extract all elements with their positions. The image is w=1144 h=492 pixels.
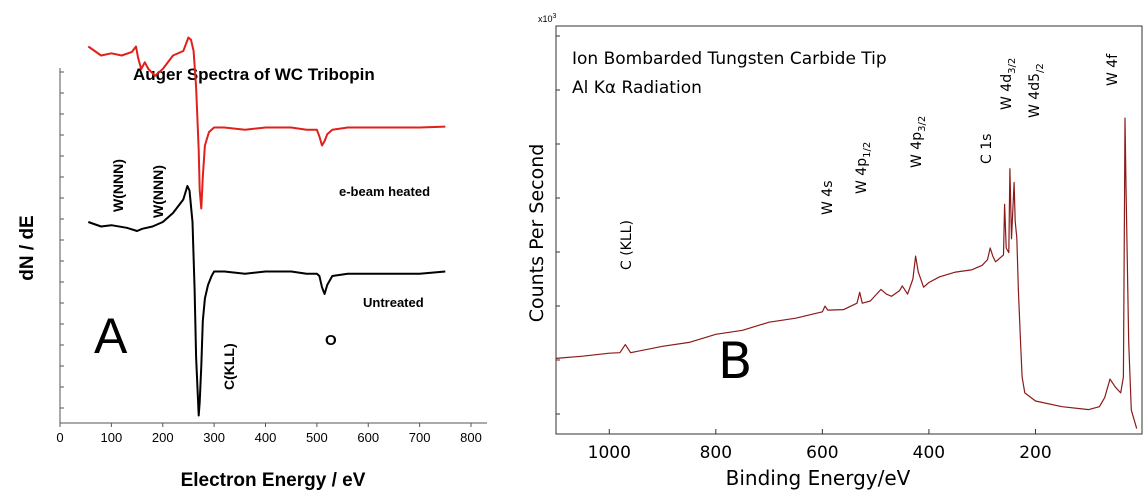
chart-b-series xyxy=(555,117,1138,429)
chart-a-ylabel: dN / dE xyxy=(17,215,38,280)
chart-b-annotation-w4s: W 4s xyxy=(820,181,836,216)
chart-b-annotation-w4d52: W 4d5/2 xyxy=(1027,63,1046,118)
chart-b-ylabel: Counts Per Second xyxy=(526,144,548,323)
chart-a-x-tick-label: 800 xyxy=(460,430,482,445)
chart-b-x-ticks: 1000 800 600 400 200 xyxy=(588,429,1052,463)
chart-a-title: Auger Spectra of WC Tribopin xyxy=(133,65,375,84)
chart-a-x-tick-label: 500 xyxy=(306,430,328,445)
chart-a-x-tick-label: 200 xyxy=(152,430,174,445)
chart-b-annotation-w4p32: W 4p3/2 xyxy=(909,116,928,168)
chart-panel-a: Auger Spectra of WC Tribopin dN / dE Ele… xyxy=(17,36,487,491)
chart-a-x-ticks: 0 100 200 300 400 500 600 700 800 xyxy=(56,423,482,445)
chart-a-xlabel: Electron Energy / eV xyxy=(181,470,366,491)
chart-a-y-ticks xyxy=(60,71,64,409)
chart-a-series-line-untreated xyxy=(87,185,446,417)
chart-a-x-tick-label: 600 xyxy=(357,430,379,445)
chart-b-annotation-ckll: C (KLL) xyxy=(619,220,635,270)
chart-b-x-tick-label: 600 xyxy=(806,443,838,463)
chart-a-annotation-wnnn-1: W(NNN) xyxy=(110,159,126,212)
chart-b-frame xyxy=(555,25,1143,435)
chart-b-annotation-w4d32: W 4d3/2 xyxy=(999,58,1018,110)
chart-b-xlabel: Binding Energy/eV xyxy=(726,466,911,490)
chart-a-x-tick-label: 400 xyxy=(255,430,277,445)
chart-b-x-tick-label: 200 xyxy=(1019,443,1051,463)
chart-a-series-label-untreated: Untreated xyxy=(363,295,424,310)
chart-a-x-tick-label: 700 xyxy=(409,430,431,445)
chart-b-x-tick-label: 1000 xyxy=(588,443,631,463)
chart-b-y-multiplier: x103 xyxy=(538,13,557,24)
chart-b-annotation-w4f: W 4f xyxy=(1105,53,1121,86)
chart-b-title: Ion Bombarded Tungsten Carbide Tip xyxy=(572,49,887,69)
chart-a-series xyxy=(87,36,446,417)
chart-a-panel-letter: A xyxy=(94,308,128,364)
chart-a-annotation-wnnn-2: W(NNN) xyxy=(150,165,166,218)
chart-a-x-tick-label: 100 xyxy=(101,430,123,445)
chart-a-annotation-ckll: C(KLL) xyxy=(221,343,237,390)
chart-b-subtitle: Al Kα Radiation xyxy=(572,78,702,98)
chart-a-x-tick-label: 300 xyxy=(203,430,225,445)
chart-a-series-label-heated: e-beam heated xyxy=(339,184,430,199)
chart-b-panel-letter: B xyxy=(718,332,752,390)
chart-b-y-ticks xyxy=(556,35,560,415)
chart-panel-b: x103 Ion Bombarded Tungsten Carbide Tip … xyxy=(526,13,1143,490)
chart-a-x-tick-label: 0 xyxy=(56,430,63,445)
chart-b-x-tick-label: 800 xyxy=(700,443,732,463)
chart-b-x-tick-label: 400 xyxy=(913,443,945,463)
chart-a-series-line-heated xyxy=(87,36,446,210)
chart-b-spectrum-line xyxy=(555,117,1138,429)
chart-b-annotation-c1s: C 1s xyxy=(979,134,995,164)
chart-a-annotation-o: O xyxy=(325,332,337,349)
chart-b-annotation-w4p12: W 4p1/2 xyxy=(854,142,873,194)
